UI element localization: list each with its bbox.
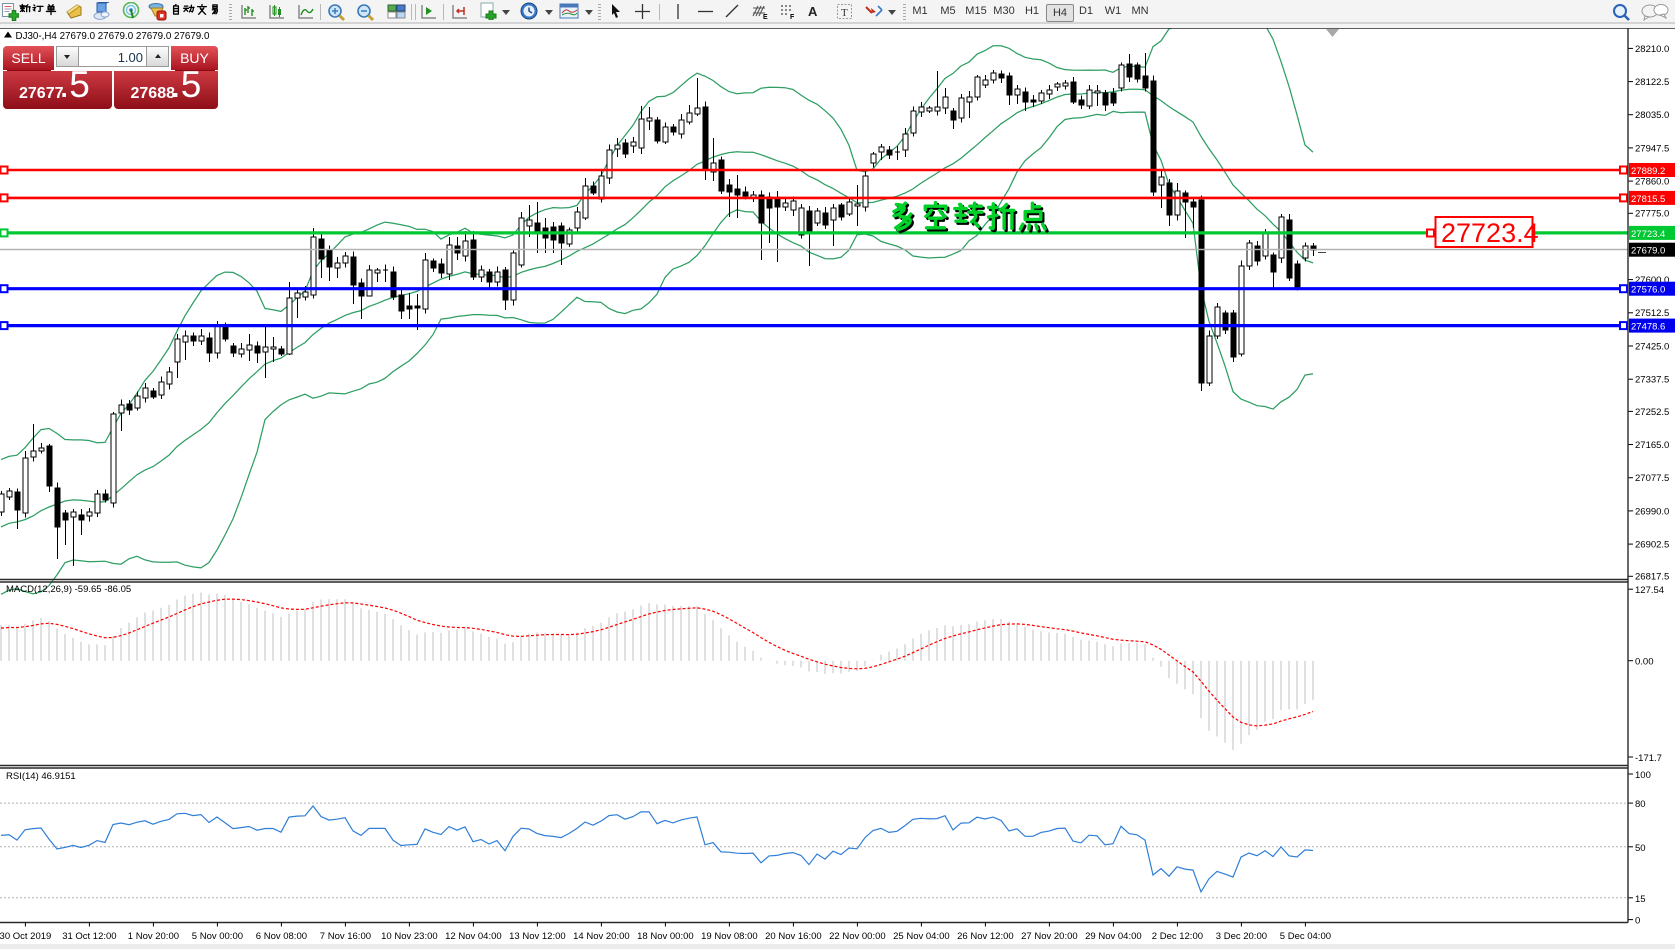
svg-text:27077.5: 27077.5 xyxy=(1635,473,1669,484)
svg-text:27425.0: 27425.0 xyxy=(1635,341,1669,352)
svg-text:T: T xyxy=(841,7,848,19)
svg-text:27815.5: 27815.5 xyxy=(1631,194,1665,205)
svg-text:25 Nov 04:00: 25 Nov 04:00 xyxy=(893,931,950,942)
svg-text:0: 0 xyxy=(1635,916,1640,927)
svg-text:3 Dec 20:00: 3 Dec 20:00 xyxy=(1216,931,1267,942)
svg-text:10 Nov 23:00: 10 Nov 23:00 xyxy=(381,931,438,942)
svg-text:18 Nov 00:00: 18 Nov 00:00 xyxy=(637,931,694,942)
svg-text:RSI(14) 46.9151: RSI(14) 46.9151 xyxy=(6,771,76,782)
svg-text:31 Oct 12:00: 31 Oct 12:00 xyxy=(62,931,116,942)
svg-text:6 Nov 08:00: 6 Nov 08:00 xyxy=(256,931,307,942)
svg-text:26817.5: 26817.5 xyxy=(1635,572,1669,583)
svg-text:27723.4: 27723.4 xyxy=(1441,218,1539,248)
svg-text:27889.2: 27889.2 xyxy=(1631,166,1665,177)
svg-text:27478.6: 27478.6 xyxy=(1631,322,1665,333)
svg-text:28035.0: 28035.0 xyxy=(1635,110,1669,121)
svg-text:7 Nov 16:00: 7 Nov 16:00 xyxy=(320,931,371,942)
svg-text:27600.0: 27600.0 xyxy=(1635,275,1669,286)
svg-text:1 Nov 20:00: 1 Nov 20:00 xyxy=(128,931,179,942)
svg-text:2 Dec 12:00: 2 Dec 12:00 xyxy=(1152,931,1203,942)
svg-text:DJ30-,H4 27679.0 27679.0 2767: DJ30-,H4 27679.0 27679.0 27679.0 27679.0 xyxy=(16,31,210,42)
svg-text:27860.0: 27860.0 xyxy=(1635,177,1669,188)
svg-text:29 Nov 04:00: 29 Nov 04:00 xyxy=(1085,931,1142,942)
svg-text:27165.0: 27165.0 xyxy=(1635,440,1669,451)
svg-text:27723.4: 27723.4 xyxy=(1631,229,1665,240)
svg-text:28122.5: 28122.5 xyxy=(1635,77,1669,88)
svg-text:27679.0: 27679.0 xyxy=(1631,246,1665,257)
svg-text:19 Nov 08:00: 19 Nov 08:00 xyxy=(701,931,758,942)
svg-text:MACD(12,26,9) -59.65 -86.05: MACD(12,26,9) -59.65 -86.05 xyxy=(6,584,131,595)
svg-text:5 Dec 04:00: 5 Dec 04:00 xyxy=(1280,931,1331,942)
svg-text:14 Nov 20:00: 14 Nov 20:00 xyxy=(573,931,630,942)
svg-text:27337.5: 27337.5 xyxy=(1635,375,1669,386)
svg-text:F: F xyxy=(790,14,795,21)
svg-text:26990.0: 26990.0 xyxy=(1635,506,1669,517)
svg-text:27947.5: 27947.5 xyxy=(1635,143,1669,154)
svg-text:5 Nov 00:00: 5 Nov 00:00 xyxy=(192,931,243,942)
svg-text:28210.0: 28210.0 xyxy=(1635,44,1669,55)
svg-text:13 Nov 12:00: 13 Nov 12:00 xyxy=(509,931,566,942)
svg-text:26 Nov 12:00: 26 Nov 12:00 xyxy=(957,931,1014,942)
svg-text:E: E xyxy=(763,14,768,21)
svg-text:27512.5: 27512.5 xyxy=(1635,308,1669,319)
svg-text:15: 15 xyxy=(1635,894,1646,905)
svg-text:27 Nov 20:00: 27 Nov 20:00 xyxy=(1021,931,1078,942)
svg-text:27252.5: 27252.5 xyxy=(1635,407,1669,418)
svg-text:20 Nov 16:00: 20 Nov 16:00 xyxy=(765,931,822,942)
svg-text:50: 50 xyxy=(1635,843,1646,854)
svg-text:22 Nov 00:00: 22 Nov 00:00 xyxy=(829,931,886,942)
svg-text:-171.7: -171.7 xyxy=(1635,753,1662,764)
svg-text:100: 100 xyxy=(1635,770,1651,781)
svg-text:12 Nov 04:00: 12 Nov 04:00 xyxy=(445,931,502,942)
svg-text:0.00: 0.00 xyxy=(1635,657,1654,668)
svg-text:27576.0: 27576.0 xyxy=(1631,285,1665,296)
svg-text:80: 80 xyxy=(1635,799,1646,810)
svg-text:26902.5: 26902.5 xyxy=(1635,540,1669,551)
svg-text:30 Oct 2019: 30 Oct 2019 xyxy=(0,931,51,942)
svg-text:27775.0: 27775.0 xyxy=(1635,209,1669,220)
svg-text:127.54: 127.54 xyxy=(1635,585,1664,596)
